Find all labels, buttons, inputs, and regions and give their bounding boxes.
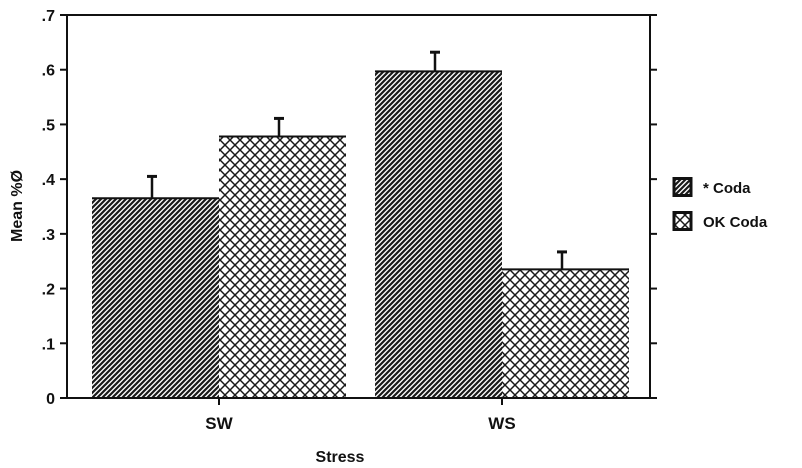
bar-sw-series-0 — [92, 198, 219, 398]
y-tick-label: .4 — [42, 172, 55, 189]
x-axis: SW WS — [205, 398, 516, 433]
y-axis-label: Mean %Ø — [9, 170, 26, 242]
legend-swatch — [672, 211, 693, 231]
legend-label: * Coda — [703, 180, 751, 197]
x-tick-label: WS — [488, 414, 515, 433]
error-bars-layer — [147, 50, 567, 270]
y-tick-label: .6 — [42, 63, 55, 80]
plot-frame — [66, 14, 651, 399]
x-tick-label: SW — [205, 414, 233, 433]
legend-label: OK Coda — [703, 214, 768, 231]
bar-sw-series-1 — [219, 136, 346, 399]
bar-ws-series-0 — [375, 71, 502, 398]
legend-swatch — [672, 177, 693, 197]
y-axis: 0 .1 .2 .3 .4 .5 .6 .7 — [42, 8, 657, 408]
y-tick-label: .7 — [42, 8, 55, 25]
y-tick-label: .2 — [42, 282, 55, 299]
bar-ws-series-1 — [502, 269, 629, 398]
y-tick-label: .1 — [42, 336, 55, 353]
y-tick-label: .5 — [42, 117, 55, 134]
bars-layer — [92, 70, 629, 399]
y-tick-label: 0 — [46, 391, 55, 408]
x-axis-label: Stress — [316, 449, 365, 466]
y-tick-label: .3 — [42, 227, 55, 244]
legend: * Coda OK Coda — [672, 177, 768, 231]
